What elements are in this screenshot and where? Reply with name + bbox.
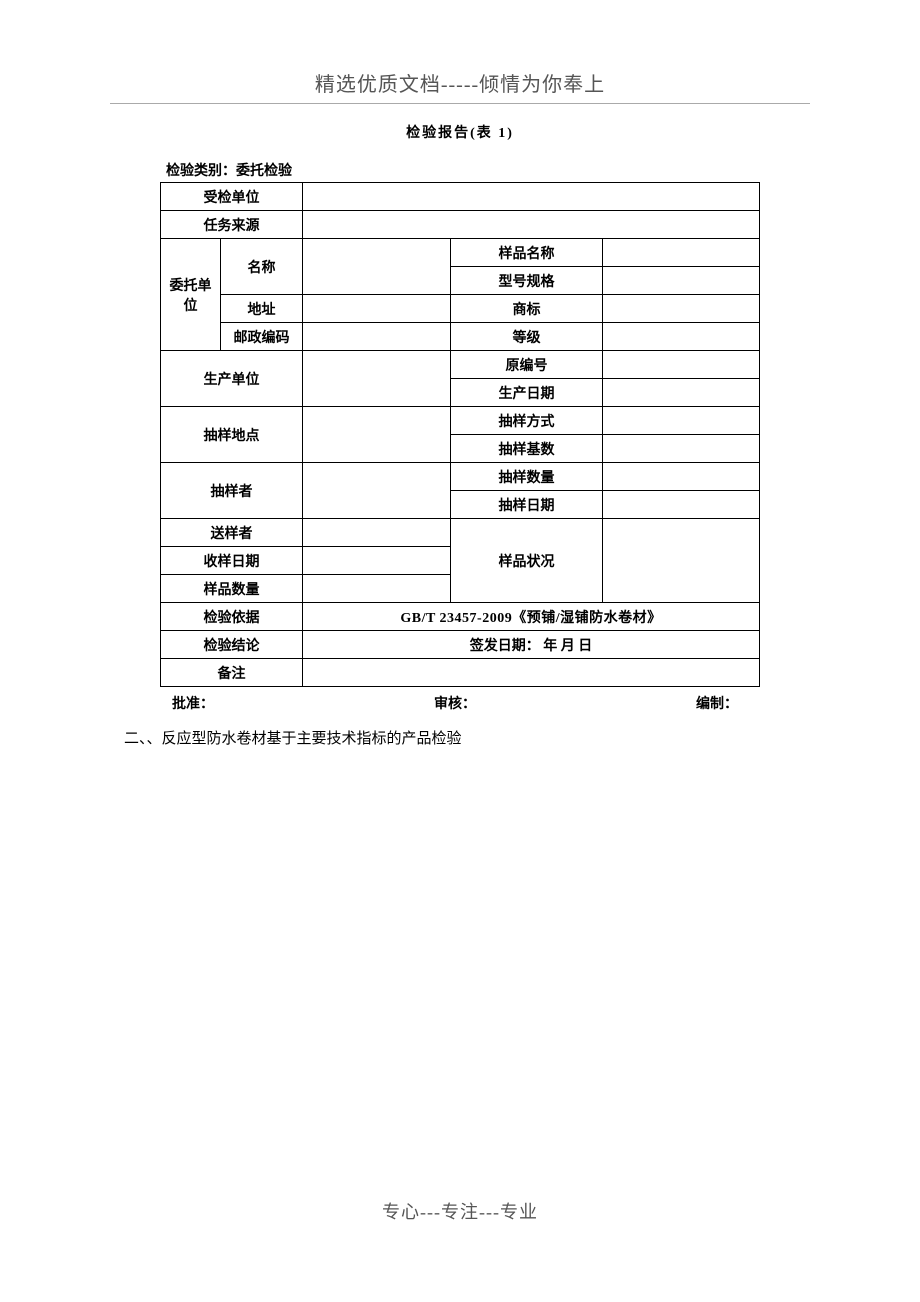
value-prod-date — [603, 379, 760, 407]
value-address — [303, 295, 451, 323]
category-line: 检验类别：委托检验 — [166, 160, 760, 180]
value-remark — [303, 659, 760, 687]
label-inspect-basis: 检验依据 — [161, 603, 303, 631]
value-sampling-place — [303, 407, 451, 463]
value-conclusion: 签发日期： 年 月 日 — [303, 631, 760, 659]
label-address: 地址 — [221, 295, 303, 323]
value-receive-date — [303, 547, 451, 575]
value-task-source — [303, 211, 760, 239]
value-postal — [303, 323, 451, 351]
label-sampling-place: 抽样地点 — [161, 407, 303, 463]
value-sampling-method — [603, 407, 760, 435]
label-receive-date: 收样日期 — [161, 547, 303, 575]
label-remark: 备注 — [161, 659, 303, 687]
value-inspect-basis: GB/T 23457-2009《预铺/湿铺防水卷材》 — [303, 603, 760, 631]
label-trademark: 商标 — [451, 295, 603, 323]
label-sampling-method: 抽样方式 — [451, 407, 603, 435]
label-prod-date: 生产日期 — [451, 379, 603, 407]
label-conclusion: 检验结论 — [161, 631, 303, 659]
content-area: 检验报告(表 1) 检验类别：委托检验 受检单位 任务来源 委托单位 名称 样品… — [0, 104, 920, 748]
issue-date-text: 签发日期： 年 月 日 — [470, 639, 593, 654]
header-text: 精选优质文档-----倾情为你奉上 — [0, 68, 920, 97]
value-sample-date — [603, 491, 760, 519]
label-sample-name: 样品名称 — [451, 239, 603, 267]
section-2-heading: 二、、反应型防水卷材基于主要技术指标的产品检验 — [124, 727, 760, 748]
value-orig-no — [603, 351, 760, 379]
value-sample-qty — [603, 463, 760, 491]
value-sampling-base — [603, 435, 760, 463]
value-model-spec — [603, 267, 760, 295]
page-footer: 专心---专注---专业 — [0, 1198, 920, 1224]
label-entrust-unit: 委托单位 — [161, 239, 221, 351]
label-sampler: 抽样者 — [161, 463, 303, 519]
value-trademark — [603, 295, 760, 323]
label-sample-qty: 抽样数量 — [451, 463, 603, 491]
value-sample-name — [603, 239, 760, 267]
page-header: 精选优质文档-----倾情为你奉上 — [0, 0, 920, 104]
label-sender: 送样者 — [161, 519, 303, 547]
value-sampler — [303, 463, 451, 519]
label-task-source: 任务来源 — [161, 211, 303, 239]
label-model-spec: 型号规格 — [451, 267, 603, 295]
sig-approve: 批准： — [172, 693, 214, 713]
label-name: 名称 — [221, 239, 303, 295]
value-sample-status — [603, 519, 760, 603]
value-producer — [303, 351, 451, 407]
footer-text: 专心---专注---专业 — [382, 1202, 538, 1222]
label-postal: 邮政编码 — [221, 323, 303, 351]
category-value: 委托检验 — [236, 164, 292, 179]
value-grade — [603, 323, 760, 351]
sig-compile: 编制： — [696, 693, 738, 713]
value-sender — [303, 519, 451, 547]
label-grade: 等级 — [451, 323, 603, 351]
inspection-form-table: 受检单位 任务来源 委托单位 名称 样品名称 型号规格 地址 商标 邮政编码 等 — [160, 182, 760, 687]
sig-review: 审核： — [434, 693, 476, 713]
report-title: 检验报告(表 1) — [160, 122, 760, 142]
signature-row: 批准： 审核： 编制： — [160, 687, 760, 713]
label-sample-status: 样品状况 — [451, 519, 603, 603]
value-entrust-name — [303, 239, 451, 295]
label-sample-count: 样品数量 — [161, 575, 303, 603]
label-inspected-unit: 受检单位 — [161, 183, 303, 211]
value-inspected-unit — [303, 183, 760, 211]
value-sample-count — [303, 575, 451, 603]
category-prefix: 检验类别： — [166, 164, 236, 179]
label-sampling-base: 抽样基数 — [451, 435, 603, 463]
label-sample-date: 抽样日期 — [451, 491, 603, 519]
label-producer: 生产单位 — [161, 351, 303, 407]
label-orig-no: 原编号 — [451, 351, 603, 379]
